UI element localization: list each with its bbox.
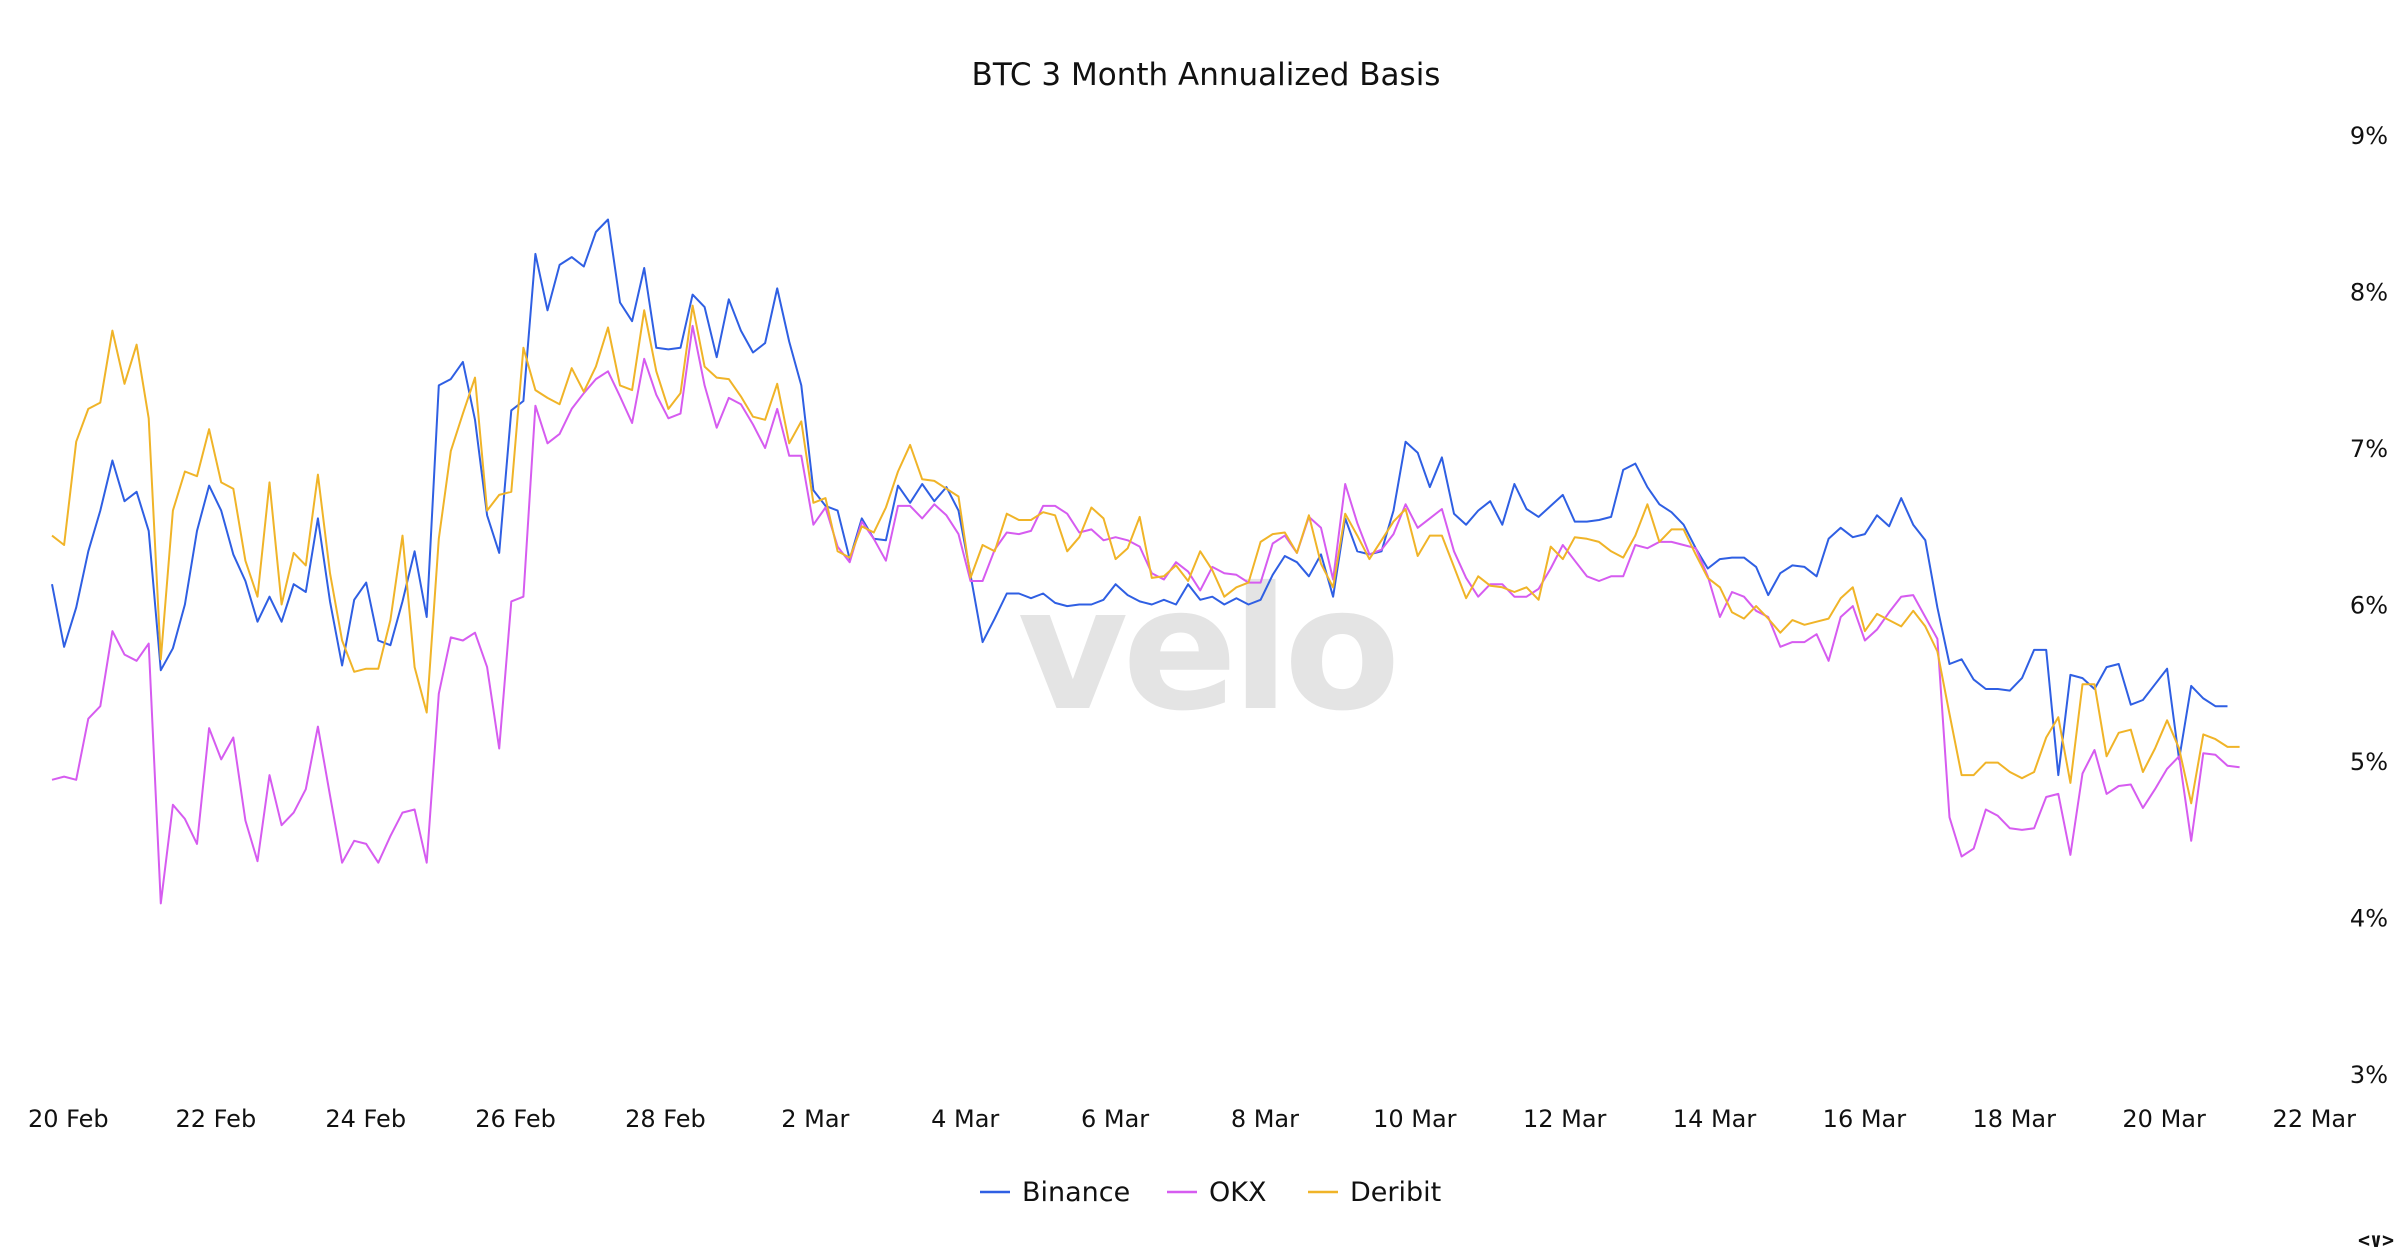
legend-label: Deribit xyxy=(1350,1177,1441,1208)
x-tick-label: 8 Mar xyxy=(1231,1105,1299,1133)
x-tick-label: 28 Feb xyxy=(625,1105,706,1133)
y-tick-label: 8% xyxy=(2350,279,2388,307)
x-tick-label: 4 Mar xyxy=(931,1105,999,1133)
legend-item-okx[interactable]: OKX xyxy=(1167,1177,1266,1208)
x-tick-label: 6 Mar xyxy=(1081,1105,1149,1133)
velo-watermark: velo xyxy=(1017,551,1394,749)
series-line-okx xyxy=(51,324,2240,905)
axis-nav-icon[interactable]: <∨> xyxy=(2358,1228,2394,1252)
legend[interactable]: Binance OKX Deribit xyxy=(980,1177,1441,1208)
y-tick-label: 5% xyxy=(2350,748,2388,776)
x-tick-label: 22 Mar xyxy=(2273,1105,2357,1133)
chart-title: BTC 3 Month Annualized Basis xyxy=(972,57,1441,93)
x-tick-label: 16 Mar xyxy=(1823,1105,1907,1133)
x-tick-label: 22 Feb xyxy=(176,1105,257,1133)
legend-label: OKX xyxy=(1209,1177,1266,1208)
y-tick-label: 4% xyxy=(2350,905,2388,933)
legend-item-deribit[interactable]: Deribit xyxy=(1308,1177,1441,1208)
x-tick-label: 14 Mar xyxy=(1673,1105,1757,1133)
x-tick-label: 18 Mar xyxy=(1973,1105,2057,1133)
series-layer xyxy=(51,218,2240,905)
y-tick-label: 6% xyxy=(2350,592,2388,620)
series-line-deribit xyxy=(51,304,2240,805)
x-tick-label: 20 Feb xyxy=(28,1105,109,1133)
y-tick-label: 7% xyxy=(2350,435,2388,463)
x-tick-label: 24 Feb xyxy=(325,1105,406,1133)
x-tick-label: 20 Mar xyxy=(2122,1105,2206,1133)
x-tick-label: 12 Mar xyxy=(1523,1105,1607,1133)
legend-label: Binance xyxy=(1022,1177,1130,1208)
y-axis: 3% 4% 5% 6% 7% 8% 9% xyxy=(2350,122,2388,1089)
x-axis: 20 Feb 22 Feb 24 Feb 26 Feb 28 Feb 2 Mar 4 Mar… xyxy=(28,1105,2356,1133)
y-tick-label: 9% xyxy=(2350,122,2388,150)
y-tick-label: 3% xyxy=(2350,1061,2388,1089)
x-tick-label: 26 Feb xyxy=(475,1105,556,1133)
x-tick-label: 10 Mar xyxy=(1373,1105,1457,1133)
legend-item-binance[interactable]: Binance xyxy=(980,1177,1130,1208)
series-line-binance xyxy=(51,218,2228,777)
x-tick-label: 2 Mar xyxy=(781,1105,849,1133)
